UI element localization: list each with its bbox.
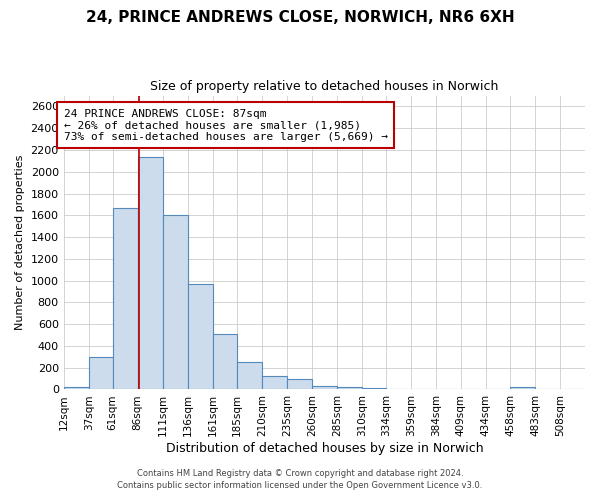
Bar — [411, 389, 436, 390]
Text: 24, PRINCE ANDREWS CLOSE, NORWICH, NR6 6XH: 24, PRINCE ANDREWS CLOSE, NORWICH, NR6 6… — [86, 10, 514, 25]
Bar — [510, 388, 535, 390]
Bar — [213, 334, 237, 390]
Bar — [237, 362, 262, 390]
X-axis label: Distribution of detached houses by size in Norwich: Distribution of detached houses by size … — [166, 442, 483, 455]
Text: 24 PRINCE ANDREWS CLOSE: 87sqm
← 26% of detached houses are smaller (1,985)
73% : 24 PRINCE ANDREWS CLOSE: 87sqm ← 26% of … — [64, 108, 388, 142]
Y-axis label: Number of detached properties: Number of detached properties — [15, 155, 25, 330]
Bar — [362, 388, 386, 390]
Bar — [138, 156, 163, 390]
Bar — [89, 358, 113, 390]
Bar — [386, 388, 411, 390]
Bar — [287, 379, 312, 390]
Text: Contains HM Land Registry data © Crown copyright and database right 2024.
Contai: Contains HM Land Registry data © Crown c… — [118, 468, 482, 490]
Title: Size of property relative to detached houses in Norwich: Size of property relative to detached ho… — [150, 80, 499, 93]
Bar — [262, 376, 287, 390]
Bar — [163, 216, 188, 390]
Bar — [64, 388, 89, 390]
Bar — [113, 208, 138, 390]
Bar — [337, 388, 362, 390]
Bar — [312, 386, 337, 390]
Bar — [188, 284, 213, 390]
